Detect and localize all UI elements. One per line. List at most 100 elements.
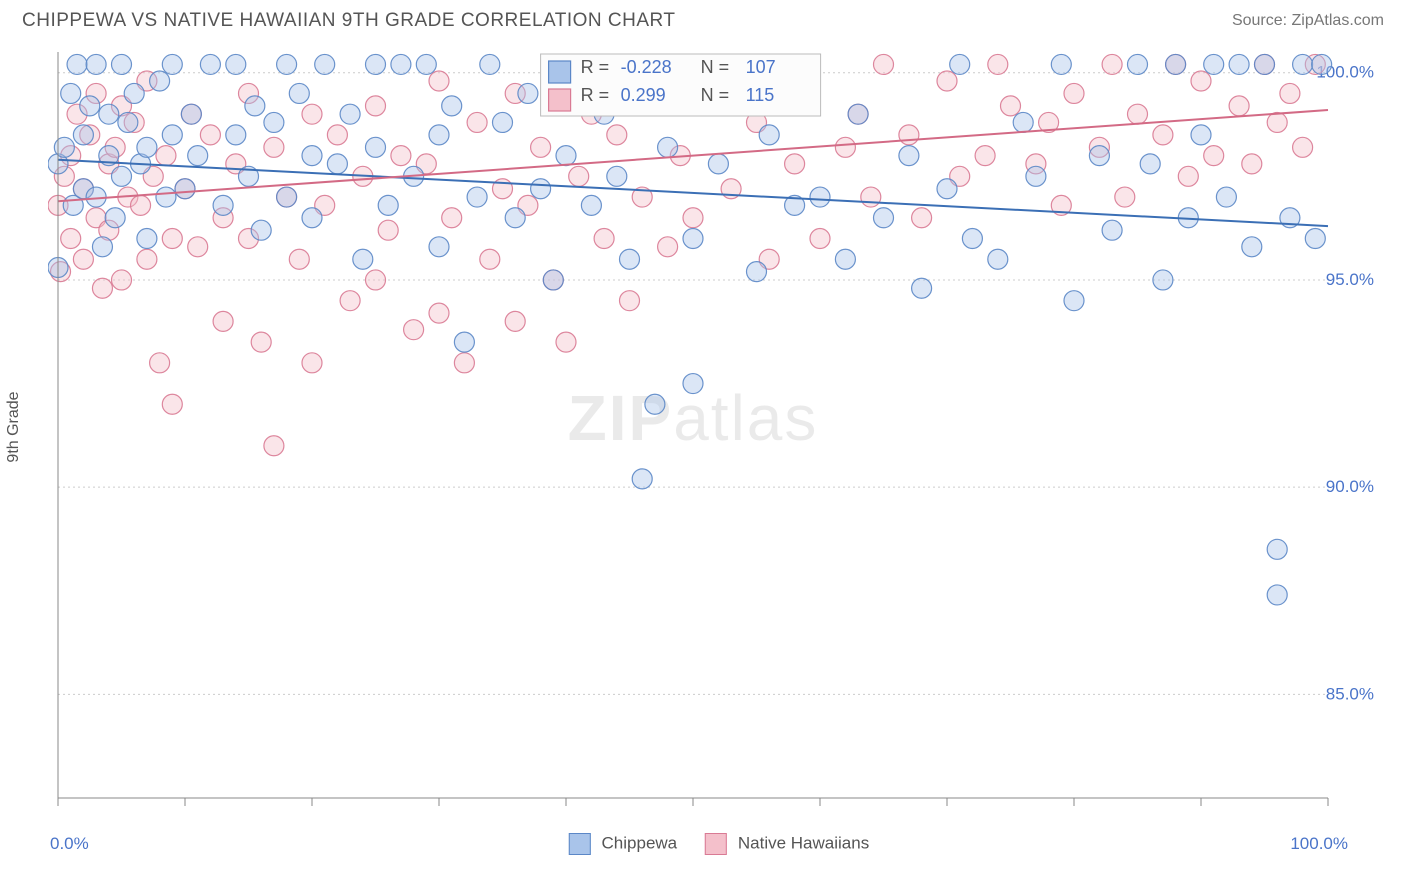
regression-line bbox=[58, 110, 1328, 201]
legend-label-chippewa: Chippewa bbox=[602, 833, 678, 852]
scatter-point bbox=[92, 237, 112, 257]
scatter-point bbox=[1102, 220, 1122, 240]
scatter-point bbox=[1178, 166, 1198, 186]
scatter-point bbox=[105, 208, 125, 228]
scatter-point bbox=[531, 137, 551, 157]
scatter-point bbox=[1051, 54, 1071, 74]
scatter-point bbox=[112, 270, 132, 290]
scatter-point bbox=[505, 208, 525, 228]
scatter-point bbox=[467, 187, 487, 207]
scatter-point bbox=[61, 83, 81, 103]
plot-container: 9th Grade 85.0%90.0%95.0%100.0%ZIPatlasR… bbox=[48, 42, 1390, 812]
scatter-point bbox=[302, 353, 322, 373]
scatter-point bbox=[645, 394, 665, 414]
scatter-point bbox=[1089, 146, 1109, 166]
corr-swatch bbox=[549, 61, 571, 83]
scatter-point bbox=[1305, 229, 1325, 249]
scatter-point bbox=[137, 137, 157, 157]
scatter-point bbox=[874, 54, 894, 74]
scatter-point bbox=[518, 83, 538, 103]
scatter-point bbox=[277, 54, 297, 74]
corr-r-value: 0.299 bbox=[621, 85, 666, 105]
scatter-point bbox=[327, 154, 347, 174]
scatter-point bbox=[1191, 125, 1211, 145]
scatter-point bbox=[505, 311, 525, 331]
scatter-point bbox=[683, 229, 703, 249]
chart-title: CHIPPEWA VS NATIVE HAWAIIAN 9TH GRADE CO… bbox=[22, 10, 676, 32]
scatter-point bbox=[1255, 54, 1275, 74]
scatter-point bbox=[73, 125, 93, 145]
corr-r-value: -0.228 bbox=[621, 57, 672, 77]
scatter-point bbox=[175, 179, 195, 199]
scatter-point bbox=[181, 104, 201, 124]
scatter-point bbox=[156, 187, 176, 207]
scatter-point bbox=[67, 54, 87, 74]
scatter-point bbox=[493, 112, 513, 132]
scatter-point bbox=[188, 237, 208, 257]
scatter-point bbox=[835, 249, 855, 269]
scatter-point bbox=[378, 195, 398, 215]
scatter-point bbox=[112, 166, 132, 186]
scatter-point bbox=[251, 220, 271, 240]
scatter-point bbox=[150, 71, 170, 91]
scatter-point bbox=[480, 249, 500, 269]
scatter-point bbox=[86, 54, 106, 74]
scatter-point bbox=[54, 137, 74, 157]
y-axis-label: 9th Grade bbox=[5, 391, 23, 462]
corr-n-label: N = bbox=[701, 57, 730, 77]
scatter-point bbox=[99, 104, 119, 124]
scatter-point bbox=[213, 311, 233, 331]
scatter-point bbox=[429, 71, 449, 91]
scatter-point bbox=[581, 195, 601, 215]
scatter-point bbox=[607, 125, 627, 145]
scatter-point bbox=[1166, 54, 1186, 74]
scatter-point bbox=[302, 104, 322, 124]
scatter-point bbox=[200, 54, 220, 74]
scatter-point bbox=[92, 278, 112, 298]
scatter-point bbox=[747, 262, 767, 282]
scatter-point bbox=[1229, 54, 1249, 74]
scatter-point bbox=[391, 54, 411, 74]
scatter-point bbox=[1267, 112, 1287, 132]
scatter-point bbox=[429, 303, 449, 323]
legend-swatch-native-hawaiians bbox=[705, 833, 727, 855]
scatter-point bbox=[366, 54, 386, 74]
scatter-point bbox=[162, 125, 182, 145]
scatter-point bbox=[264, 137, 284, 157]
scatter-point bbox=[937, 71, 957, 91]
scatter-point bbox=[607, 166, 627, 186]
scatter-point bbox=[1267, 539, 1287, 559]
scatter-point bbox=[1001, 96, 1021, 116]
legend-label-native-hawaiians: Native Hawaiians bbox=[738, 833, 869, 852]
scatter-point bbox=[327, 125, 347, 145]
scatter-point bbox=[569, 166, 589, 186]
source-label: Source: ZipAtlas.com bbox=[1232, 12, 1384, 30]
scatter-point bbox=[1204, 54, 1224, 74]
scatter-point bbox=[810, 187, 830, 207]
legend-swatch-chippewa bbox=[569, 833, 591, 855]
scatter-point bbox=[1115, 187, 1135, 207]
scatter-point bbox=[835, 137, 855, 157]
scatter-point bbox=[162, 394, 182, 414]
scatter-point bbox=[708, 154, 728, 174]
scatter-point bbox=[912, 208, 932, 228]
scatter-point bbox=[950, 54, 970, 74]
scatter-point bbox=[353, 249, 373, 269]
scatter-point bbox=[899, 125, 919, 145]
scatter-point bbox=[442, 96, 462, 116]
scatter-point bbox=[131, 195, 151, 215]
scatter-point bbox=[848, 104, 868, 124]
scatter-point bbox=[442, 208, 462, 228]
scatter-point bbox=[429, 237, 449, 257]
scatter-point bbox=[1153, 270, 1173, 290]
scatter-point bbox=[1267, 585, 1287, 605]
scatter-point bbox=[366, 96, 386, 116]
scatter-point bbox=[162, 54, 182, 74]
scatter-point bbox=[785, 154, 805, 174]
scatter-point bbox=[416, 54, 436, 74]
scatter-point bbox=[340, 291, 360, 311]
bottom-legend: 0.0% Chippewa Native Hawaiians 100.0% bbox=[48, 834, 1390, 854]
corr-r-label: R = bbox=[581, 85, 610, 105]
corr-swatch bbox=[549, 89, 571, 111]
scatter-point bbox=[454, 332, 474, 352]
